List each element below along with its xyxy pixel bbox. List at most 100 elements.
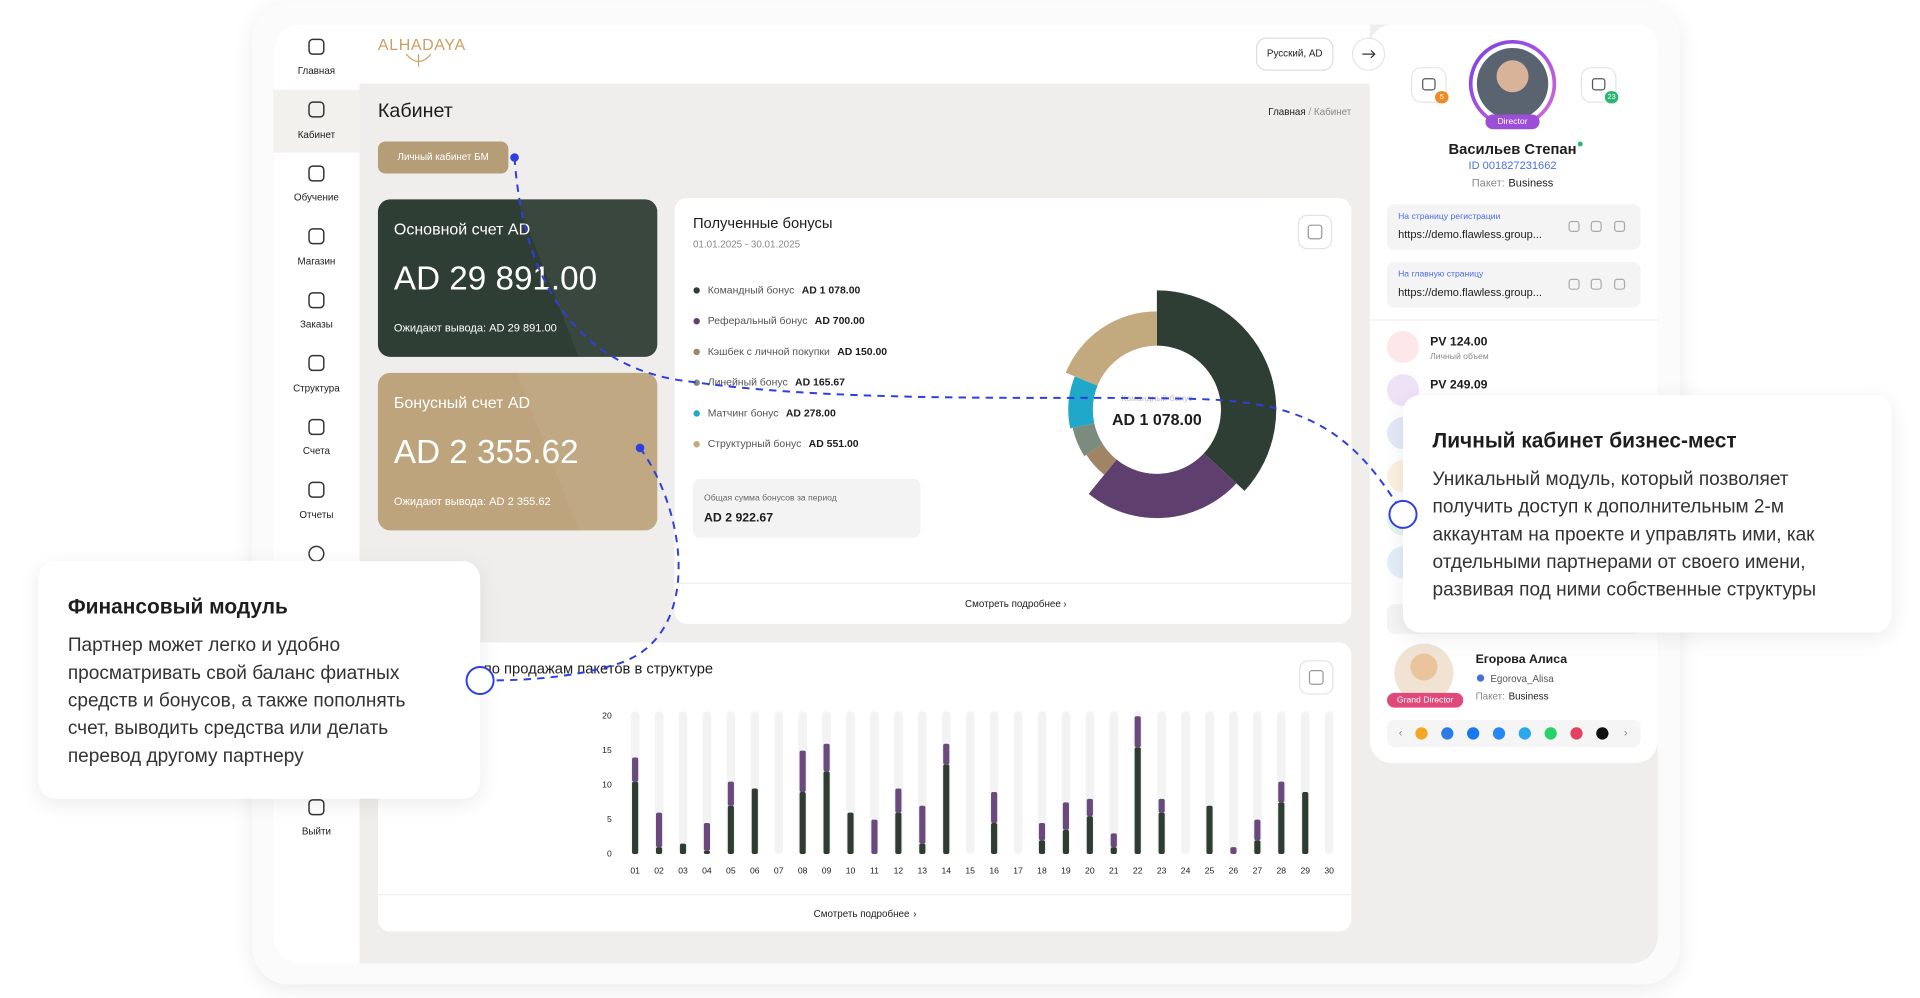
nav-icon xyxy=(308,228,325,245)
total-label: Общая сумма бонусов за период xyxy=(704,493,837,503)
link-label: На главную страницу xyxy=(1398,269,1484,279)
sponsor-package: Пакет: Business xyxy=(1476,691,1549,702)
stat-value: PV 124.00 xyxy=(1430,334,1488,348)
badge-count: 23 xyxy=(1607,92,1615,101)
bar xyxy=(919,805,926,844)
nav-label[interactable]: Заказы xyxy=(300,319,333,330)
nav-label[interactable]: Магазин xyxy=(297,257,335,268)
bar xyxy=(1254,819,1261,841)
bonus-value: AD 150.00 xyxy=(837,347,887,358)
account-pending: Ожидают вывода: AD 29 891.00 xyxy=(394,322,557,334)
calendar-icon xyxy=(1308,670,1324,685)
link-action[interactable] xyxy=(1568,278,1580,290)
breadcrumb-sep: / xyxy=(1306,107,1314,118)
social-icon[interactable] xyxy=(1415,727,1428,740)
legend-dot xyxy=(693,410,700,417)
x-tick-label: 07 xyxy=(774,866,784,876)
role-badge xyxy=(1387,692,1464,708)
bar-track xyxy=(1181,711,1190,855)
bar-track xyxy=(702,711,712,855)
social-row xyxy=(1387,719,1641,747)
legend-dot xyxy=(693,348,700,356)
scroll-right: › xyxy=(1624,727,1628,739)
x-tick-label: 22 xyxy=(1133,866,1143,876)
donut-center-value: AD 1 078.00 xyxy=(1112,412,1202,429)
bar xyxy=(847,812,854,855)
social-icon[interactable] xyxy=(1544,727,1557,740)
social-icon[interactable] xyxy=(1570,727,1583,740)
nav-icon xyxy=(308,354,325,372)
more-link[interactable]: Смотреть подробнее xyxy=(965,599,1061,610)
donut-segment xyxy=(1065,311,1157,386)
link-url[interactable]: https://demo.flawless.group... xyxy=(1398,287,1542,299)
more-link[interactable]: Смотреть подробнее xyxy=(814,909,910,920)
nav-label[interactable]: Главная xyxy=(298,66,335,77)
x-tick-label: 15 xyxy=(965,866,975,876)
sales-title: по продажам пакетов в структуре xyxy=(484,661,713,677)
account-title: Бонусный счет AD xyxy=(394,395,530,412)
breadcrumb: Главная / Кабинет xyxy=(1268,107,1352,118)
social-icon[interactable] xyxy=(1466,727,1480,740)
bar xyxy=(655,812,663,848)
nav-label[interactable]: Счета xyxy=(303,446,331,457)
bonus-title: Полученные бонусы xyxy=(693,216,833,232)
calendar-button[interactable] xyxy=(1297,214,1333,250)
x-tick-label: 04 xyxy=(702,866,712,876)
card-decor xyxy=(516,372,658,531)
connector xyxy=(513,157,1404,515)
bonus-value: AD 551.00 xyxy=(809,439,859,450)
link-action[interactable] xyxy=(1568,220,1580,232)
x-tick-label: 13 xyxy=(918,866,928,876)
nav-label[interactable]: Кабинет xyxy=(298,130,336,141)
link-action[interactable] xyxy=(1614,278,1626,290)
calendar-icon xyxy=(1307,224,1323,240)
link-url[interactable]: https://demo.flawless.group... xyxy=(1398,229,1542,241)
package: Пакет: Business xyxy=(1472,177,1554,189)
bonus-value: AD 700.00 xyxy=(815,316,865,327)
social-icon[interactable] xyxy=(1492,727,1506,740)
connector-dot xyxy=(635,443,645,453)
bar xyxy=(1230,847,1237,855)
callout-line: отдельными партнерами от своего имени, xyxy=(1433,552,1806,573)
bar-track xyxy=(870,711,879,855)
x-tick-label: 16 xyxy=(989,866,999,876)
link-action[interactable] xyxy=(1590,278,1602,290)
link-action[interactable] xyxy=(1590,220,1602,232)
connector-end xyxy=(1388,499,1418,529)
x-tick-label: 12 xyxy=(894,866,904,876)
total-value: AD 2 922.67 xyxy=(704,510,773,524)
connector-end xyxy=(465,665,495,696)
callout-title: Финансовый модуль xyxy=(68,595,288,618)
nav-label[interactable]: Структура xyxy=(293,383,340,394)
nav-label[interactable]: Выйти xyxy=(302,826,331,837)
x-tick-label: 27 xyxy=(1253,866,1263,876)
x-tick-label: 26 xyxy=(1229,866,1239,876)
connector-dot xyxy=(510,153,519,162)
account-pending: Ожидают вывода: AD 2 355.62 xyxy=(394,496,551,508)
icon xyxy=(1591,78,1606,91)
x-tick-label: 06 xyxy=(750,866,760,876)
tab-button[interactable] xyxy=(377,141,509,174)
x-tick-label: 05 xyxy=(726,866,736,876)
social-icon[interactable] xyxy=(1596,727,1609,740)
link-box xyxy=(1387,204,1641,250)
social-icon[interactable] xyxy=(1441,727,1454,740)
x-tick-label: 02 xyxy=(654,866,664,876)
link-action[interactable] xyxy=(1614,220,1626,232)
bonus-name: Реферальный бонус xyxy=(708,315,808,327)
social-icon[interactable] xyxy=(1518,727,1531,740)
sponsor-username: Egorova_Alisa xyxy=(1490,674,1554,685)
online-dot xyxy=(1577,141,1583,147)
y-tick-label: 20 xyxy=(602,710,612,720)
bar xyxy=(679,843,687,855)
calendar-button[interactable] xyxy=(1299,660,1334,695)
callout-line: Партнер может легко и удобно xyxy=(68,635,340,656)
language-button[interactable] xyxy=(1255,37,1334,71)
nav-label[interactable]: Обучение xyxy=(294,193,339,204)
x-tick-label: 19 xyxy=(1061,866,1071,876)
x-tick-label: 23 xyxy=(1157,866,1167,876)
bar-track xyxy=(965,711,975,855)
bar xyxy=(991,792,998,824)
nav-label[interactable]: Отчеты xyxy=(299,510,333,521)
